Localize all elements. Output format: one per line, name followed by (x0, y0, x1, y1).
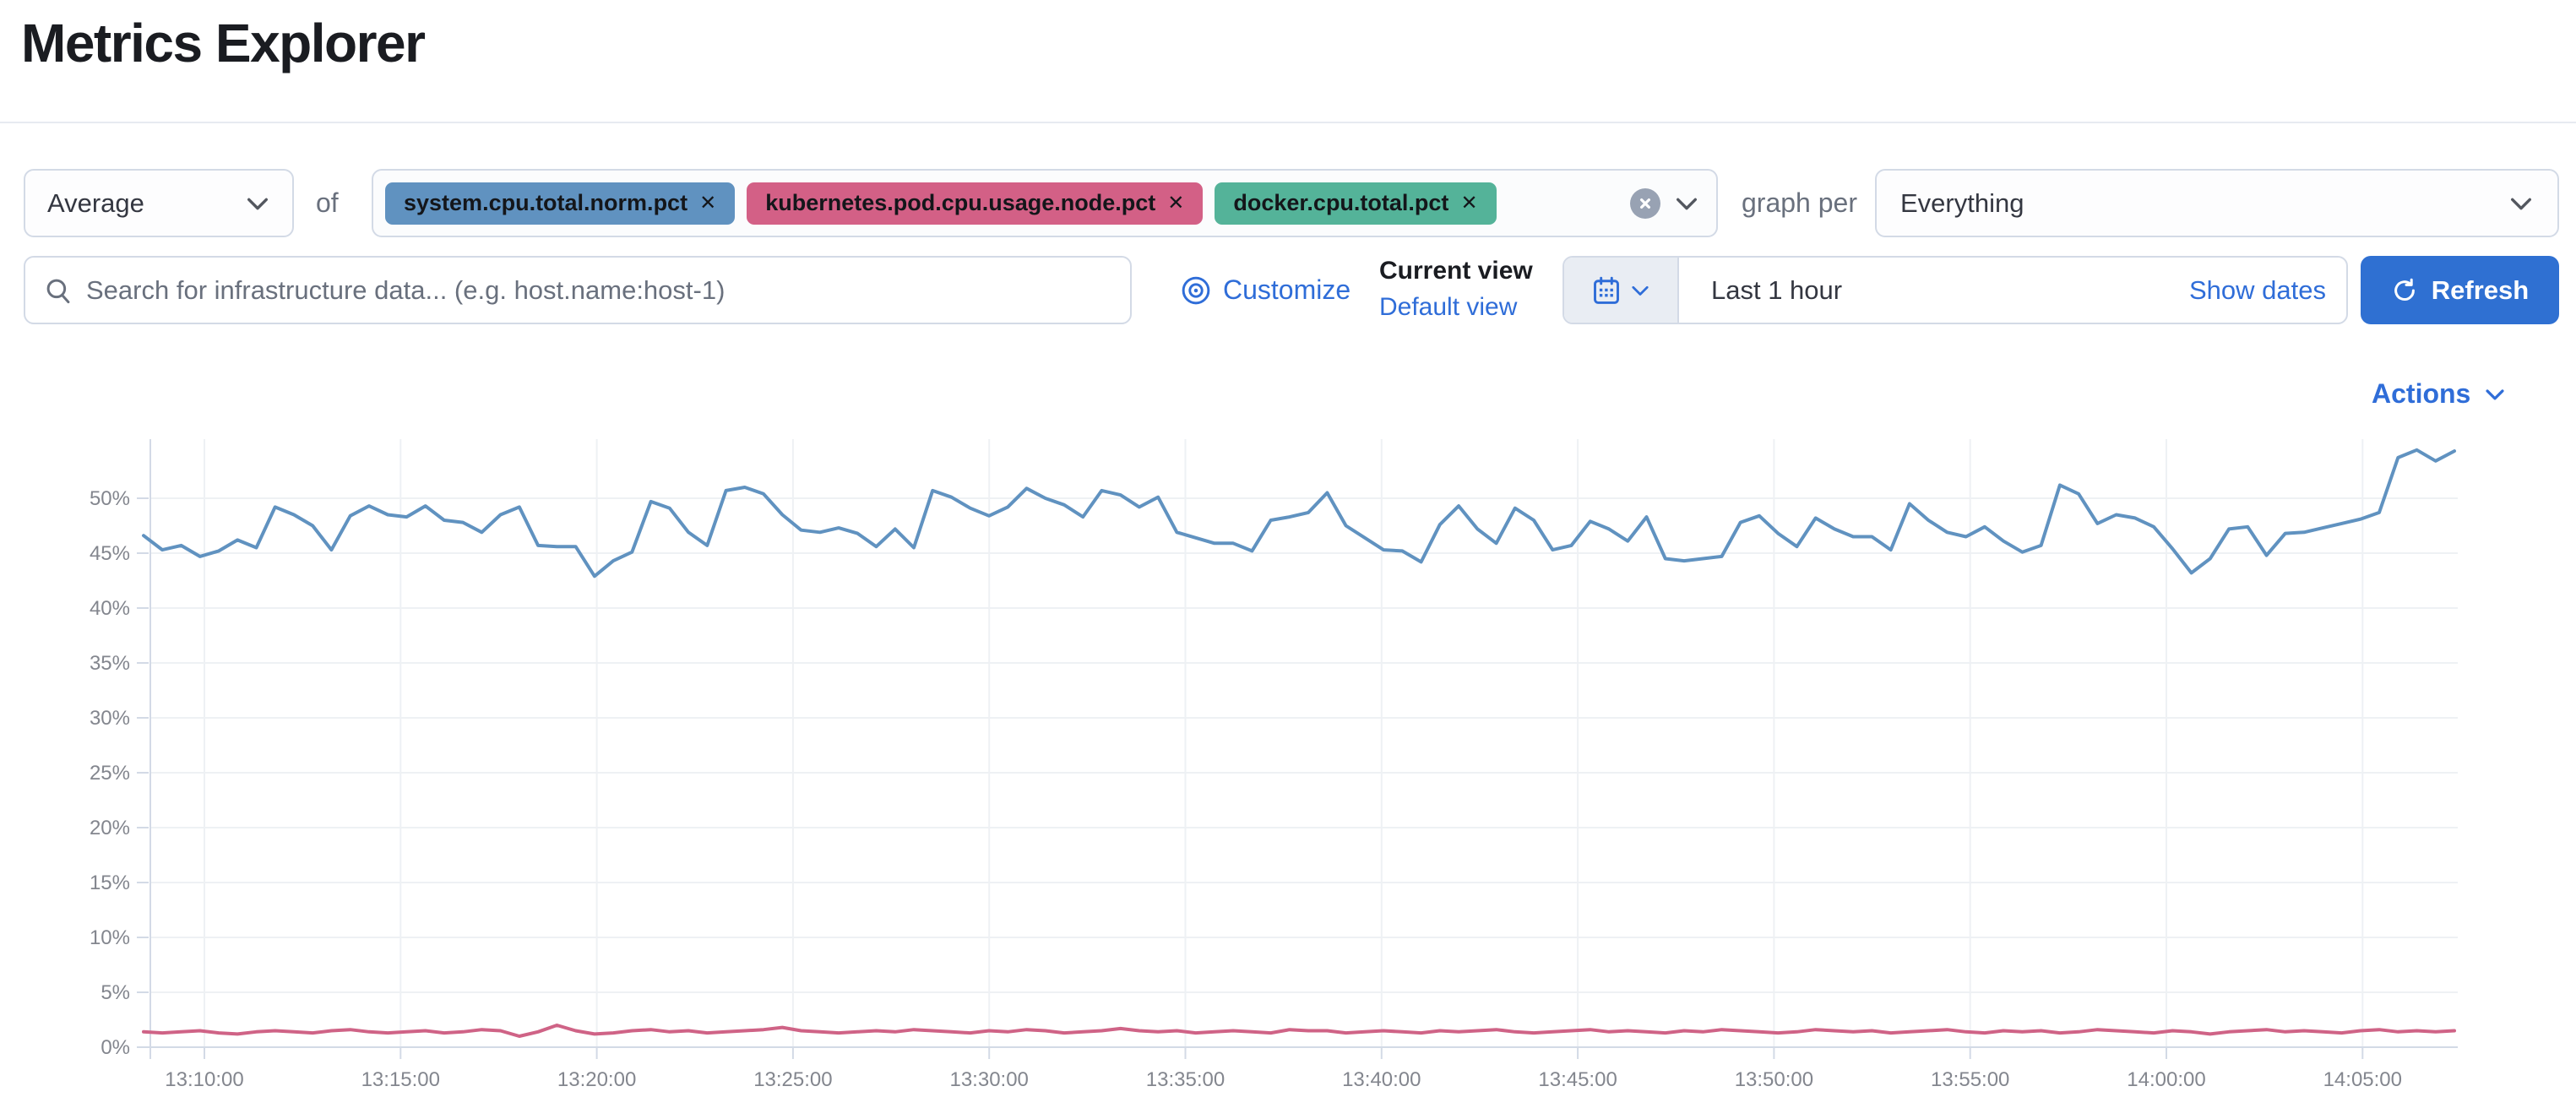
combobox-chevron-down-icon[interactable] (1674, 191, 1699, 216)
current-view-label: Current view (1379, 257, 1533, 285)
x-axis-label: 13:20:00 (557, 1068, 636, 1091)
metric-pill-label: kubernetes.pod.cpu.usage.node.pct (765, 190, 1156, 215)
page-title: Metrics Explorer (21, 13, 426, 73)
graph-per-label: graph per (1742, 187, 1857, 218)
customize-button[interactable]: Customize (1181, 256, 1350, 324)
x-axis-label: 13:35:00 (1146, 1068, 1225, 1091)
clear-metrics-button[interactable] (1630, 187, 1660, 219)
date-quick-select-button[interactable] (1564, 258, 1679, 323)
refresh-icon (2394, 278, 2415, 301)
metric-pill[interactable]: docker.cpu.total.pct ✕ (1215, 182, 1497, 225)
refresh-label: Refresh (2431, 274, 2530, 305)
x-axis-label: 14:00:00 (2127, 1068, 2205, 1091)
y-axis-label: 25% (90, 762, 130, 785)
x-axis-label: 13:25:00 (753, 1068, 832, 1091)
group-by-select[interactable]: Everything (1875, 169, 2559, 237)
refresh-button[interactable]: Refresh (2361, 256, 2559, 324)
search-input[interactable] (86, 274, 1111, 306)
series-line (142, 448, 2456, 578)
x-axis-label: 13:50:00 (1735, 1068, 1813, 1091)
calendar-icon (1594, 276, 1619, 304)
y-axis-label: 5% (101, 981, 130, 1004)
show-dates-button[interactable]: Show dates (2189, 274, 2326, 305)
y-axis-label: 30% (90, 707, 130, 730)
remove-metric-icon[interactable]: ✕ (1460, 191, 1478, 215)
remove-metric-icon[interactable]: ✕ (699, 191, 717, 215)
aggregation-value: Average (47, 187, 144, 218)
chevron-down-icon (2486, 388, 2504, 399)
chevron-down-icon (1632, 285, 1649, 296)
aggregation-select[interactable]: Average (24, 169, 294, 237)
remove-metric-icon[interactable]: ✕ (1167, 191, 1185, 215)
x-axis-label: 13:40:00 (1342, 1068, 1421, 1091)
metric-pill-label: system.cpu.total.norm.pct (404, 190, 688, 215)
metric-pill-list: system.cpu.total.norm.pct ✕ kubernetes.pod… (385, 182, 1630, 225)
x-axis-label: 13:55:00 (1931, 1068, 2009, 1091)
default-view-link[interactable]: Default view (1379, 293, 1518, 321)
x-axis-label: 13:15:00 (361, 1068, 440, 1091)
y-axis-label: 50% (90, 487, 130, 510)
x-axis-label: 13:30:00 (949, 1068, 1028, 1091)
y-axis-label: 10% (90, 926, 130, 949)
of-label: of (316, 187, 339, 218)
date-picker[interactable]: Last 1 hour Show dates (1562, 256, 2348, 324)
y-axis-label: 40% (90, 597, 130, 620)
series-line (142, 1024, 2456, 1038)
group-by-value: Everything (1900, 187, 2024, 218)
eye-icon (1182, 276, 1210, 304)
chevron-down-icon (2511, 198, 2531, 209)
search-icon (46, 279, 70, 303)
x-axis-label: 13:45:00 (1538, 1068, 1617, 1091)
x-axis-label: 14:05:00 (2323, 1068, 2402, 1091)
y-axis-label: 45% (90, 542, 130, 565)
actions-menu-button[interactable]: Actions (2372, 378, 2506, 410)
clear-x-icon (1640, 198, 1650, 209)
x-axis-label: 13:10:00 (165, 1068, 243, 1091)
y-axis-label: 35% (90, 652, 130, 675)
metric-pill[interactable]: kubernetes.pod.cpu.usage.node.pct ✕ (747, 182, 1204, 225)
y-axis-label: 0% (101, 1036, 130, 1059)
view-switcher: Current view Default view (1379, 253, 1535, 326)
y-axis-label: 15% (90, 872, 130, 894)
customize-label: Customize (1223, 274, 1351, 305)
metric-pill[interactable]: system.cpu.total.norm.pct ✕ (385, 182, 736, 225)
y-axis-label: 20% (90, 817, 130, 839)
metric-pill-label: docker.cpu.total.pct (1233, 190, 1449, 215)
chevron-down-icon (247, 198, 268, 209)
actions-label: Actions (2372, 378, 2471, 409)
time-range-value: Last 1 hour (1711, 274, 1843, 305)
metrics-combobox[interactable]: system.cpu.total.norm.pct ✕ kubernetes.pod… (372, 169, 1718, 237)
header-divider (0, 122, 2576, 123)
search-box[interactable] (24, 256, 1132, 324)
